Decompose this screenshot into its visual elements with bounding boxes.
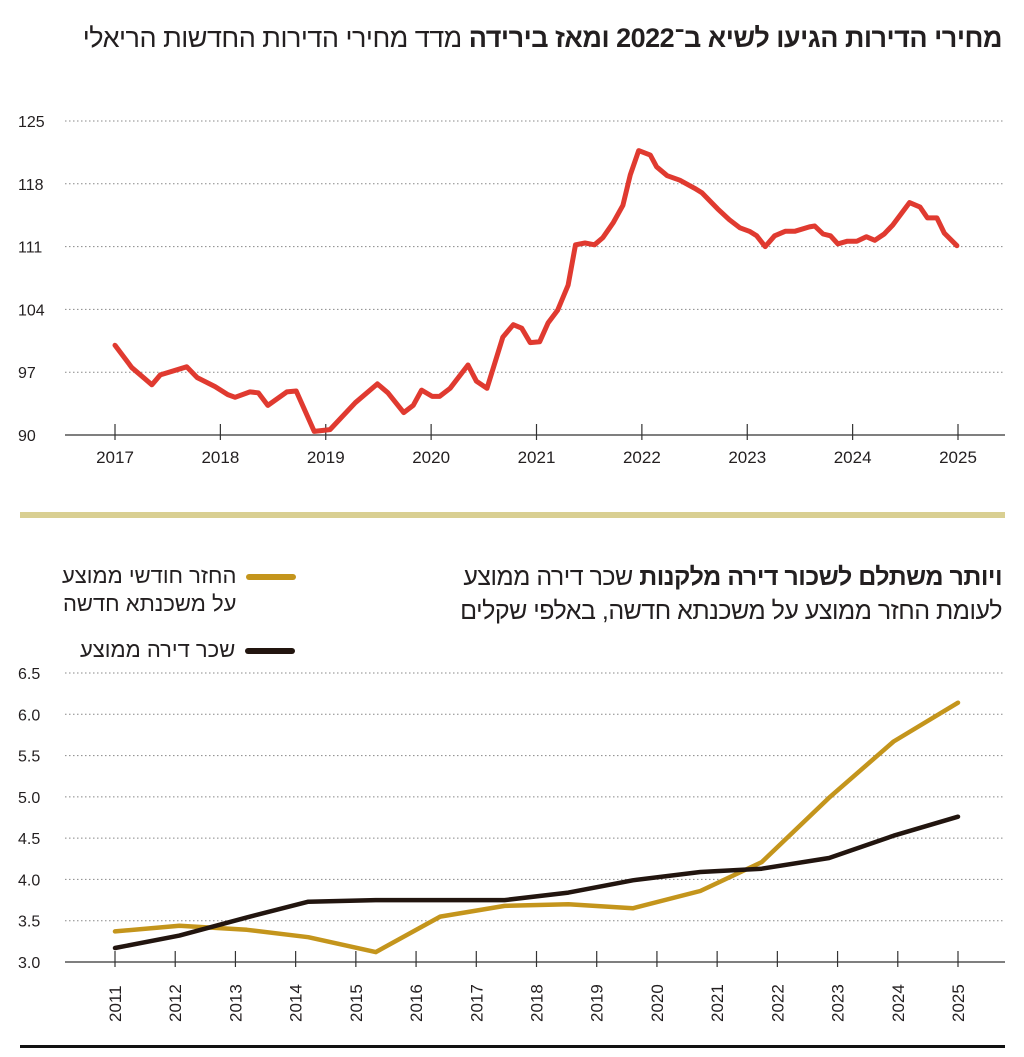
y-tick-label: 4.0 [18, 872, 40, 889]
legend-item-mortgage: החזר חודשי ממוצע על משכנתא חדשה [62, 562, 297, 618]
y-tick-label: 4.5 [18, 831, 40, 848]
legend-swatch-gold [246, 574, 297, 580]
x-tick-label: 2019 [588, 984, 607, 1022]
x-tick-label: 2020 [412, 448, 450, 467]
x-tick-label: 2016 [407, 984, 426, 1022]
y-tick-label: 5.5 [18, 749, 40, 766]
legend-label: על משכנתא חדשה [62, 591, 237, 616]
chart1-subtitle: מדד מחירי הדירות החדשות הריאלי [82, 23, 462, 53]
x-tick-label: 2021 [708, 984, 727, 1022]
y-tick-label: 3.5 [18, 914, 40, 931]
x-tick-label: 2015 [347, 984, 366, 1022]
legend-label: שכר דירה ממוצע [80, 637, 236, 662]
legend-item-rent: שכר דירה ממוצע [80, 636, 296, 664]
mortgage-line [112, 700, 961, 955]
y-tick-label: 90 [18, 428, 36, 445]
x-tick-label: 2014 [287, 984, 306, 1022]
x-tick-label: 2018 [201, 448, 239, 467]
x-tick-label: 2013 [226, 984, 245, 1022]
x-tick-label: 2018 [528, 984, 547, 1022]
chart2-subtitle: שכר דירה ממוצע לעומת החזר ממוצע על משכנת… [460, 563, 1002, 625]
x-tick-label: 2023 [728, 448, 766, 467]
y-tick-label: 97 [18, 365, 36, 382]
bottom-rule [20, 1045, 1005, 1048]
price-index-line [112, 148, 960, 434]
x-tick-label: 2021 [518, 448, 556, 467]
x-tick-label: 2020 [648, 984, 667, 1022]
price-index-chart: 90 97 104 111 118 125 2017 2018 2019 2020 2021 2022… [18, 114, 1005, 467]
y-tick-label: 125 [18, 114, 45, 131]
chart1-title-main: מחירי הדירות הגיעו לשיא ב־2022 ומאז בירי… [468, 23, 1003, 53]
x-tick-label: 2025 [949, 984, 968, 1022]
rent-line [112, 814, 961, 951]
x-tick-label: 2019 [307, 448, 345, 467]
x-tick-label: 2022 [623, 448, 661, 467]
y-tick-label: 3.0 [18, 955, 40, 972]
y-tick-label: 5.0 [18, 790, 40, 807]
chart1-title: מחירי הדירות הגיעו לשיא ב־2022 ומאז בירי… [17, 22, 1003, 54]
x-tick-label: 2011 [106, 985, 125, 1022]
x-tick-label: 2024 [889, 984, 908, 1022]
legend-label: החזר חודשי ממוצע [62, 563, 237, 588]
section-divider [20, 512, 1005, 518]
x-tick-label: 2023 [829, 984, 848, 1022]
x-tick-label: 2024 [834, 448, 872, 467]
x-tick-label: 2017 [96, 448, 134, 467]
legend-swatch-black [245, 648, 296, 654]
y-tick-label: 6.0 [18, 707, 40, 724]
x-tick-label: 2012 [166, 984, 185, 1022]
y-tick-label: 104 [18, 302, 45, 319]
x-tick-label: 2025 [939, 448, 977, 467]
y-tick-label: 118 [18, 177, 44, 194]
x-tick-label: 2017 [467, 984, 486, 1022]
y-tick-label: 6.5 [18, 666, 40, 683]
x-tick-label: 2022 [768, 984, 787, 1022]
y-tick-label: 111 [18, 240, 42, 257]
chart2-title-main: ויותר משתלם לשכור דירה מלקנות [639, 563, 1002, 591]
chart2-title: ויותר משתלם לשכור דירה מלקנות שכר דירה מ… [402, 560, 1002, 628]
